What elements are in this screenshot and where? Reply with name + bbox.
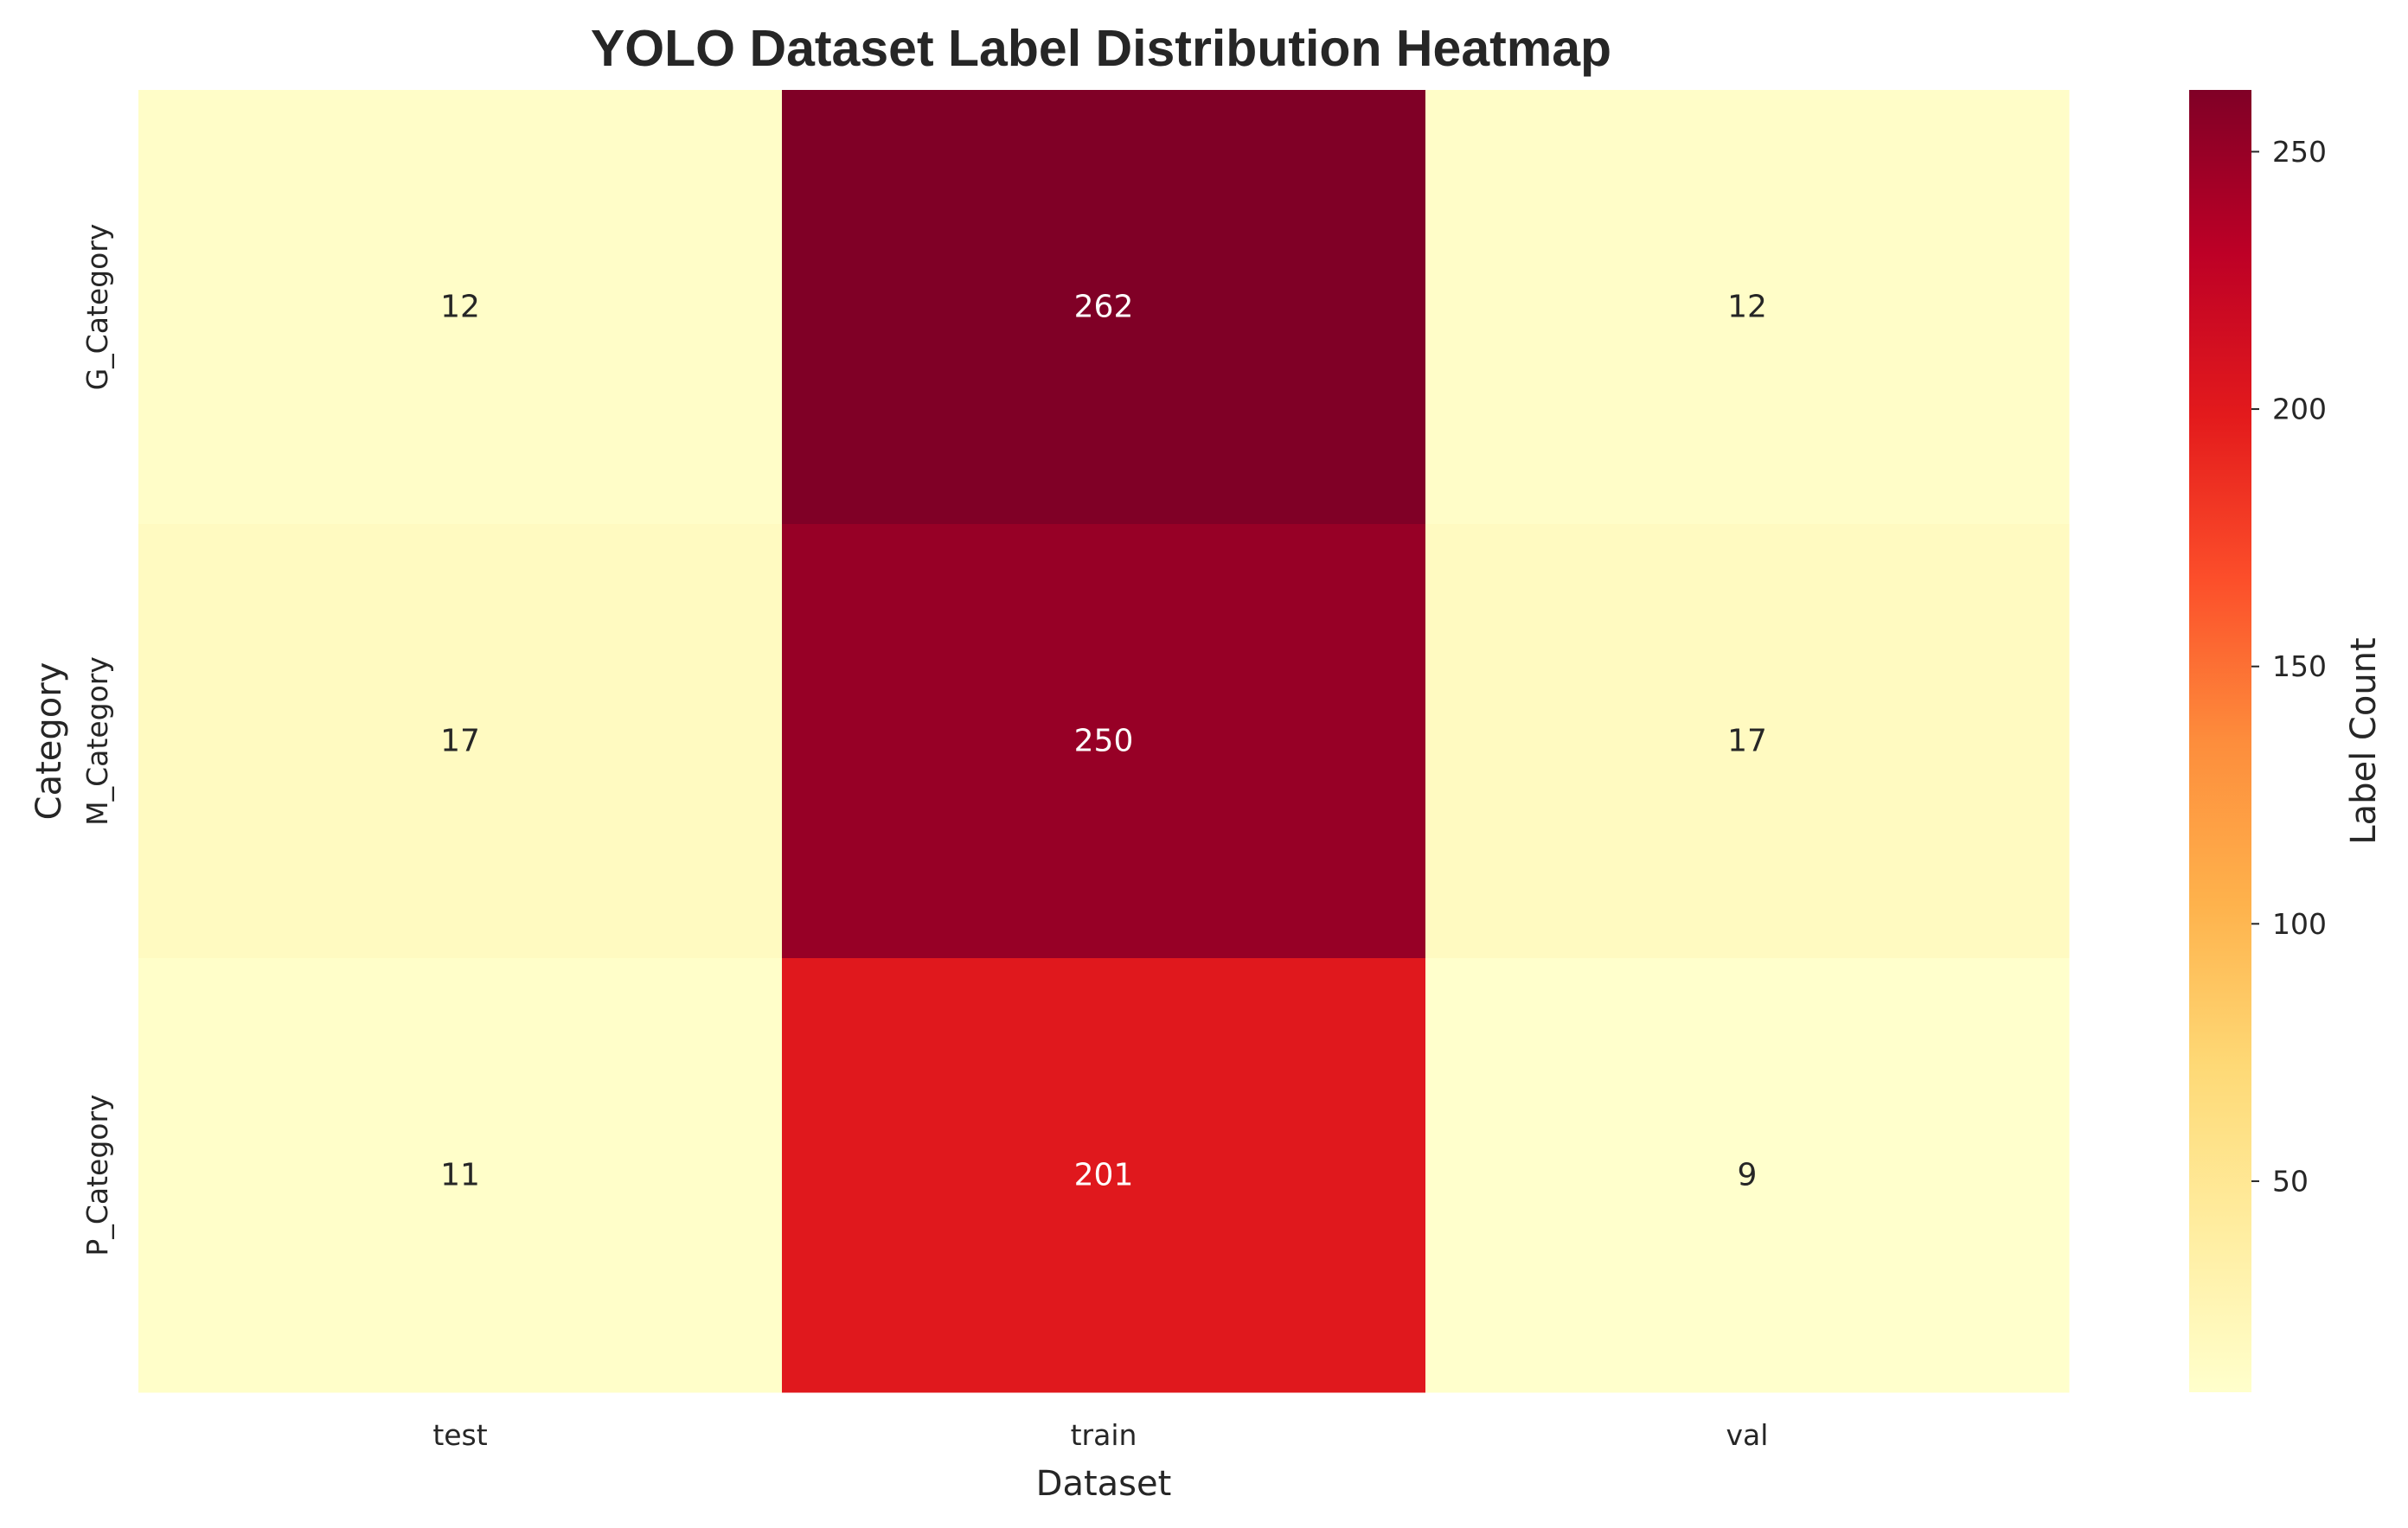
cell-value-label: 201 [1074, 1158, 1134, 1193]
heatmap-cell [1425, 90, 2070, 525]
heatmap-cell [1425, 524, 2070, 959]
colorbar-tick-label: 250 [2272, 135, 2327, 169]
colorbar-tick-label: 100 [2272, 907, 2327, 941]
colorbar-tick-label: 150 [2272, 649, 2327, 683]
x-axis-label: Dataset [1036, 1464, 1172, 1504]
cell-value-label: 262 [1074, 290, 1134, 325]
colorbar-tick-label: 50 [2272, 1164, 2309, 1198]
cell-value-label: 12 [440, 290, 480, 325]
heatmap-cell [138, 524, 783, 959]
chart-title: YOLO Dataset Label Distribution Heatmap [591, 20, 1611, 77]
y-tick-label: G_Category [80, 224, 114, 391]
heatmap-cells [138, 90, 2070, 1393]
heatmap-cell [782, 90, 1426, 525]
y-tick-labels: G_Category M_Category P_Category [80, 224, 114, 1256]
colorbar-tick-label: 200 [2272, 393, 2327, 426]
cell-value-label: 250 [1074, 724, 1134, 759]
heatmap-cell [138, 958, 783, 1393]
heatmap-cell [782, 524, 1426, 959]
colorbar-label: Label Count [2344, 637, 2384, 844]
y-tick-label: M_Category [80, 656, 114, 826]
cell-value-label: 17 [1727, 724, 1767, 759]
x-tick-label: train [1071, 1418, 1137, 1452]
colorbar-ticks: 50 100 150 200 250 [2251, 135, 2327, 1198]
cell-value-label: 12 [1727, 290, 1767, 325]
heatmap-cell [1425, 958, 2070, 1393]
x-tick-labels: test train val [432, 1418, 1768, 1452]
cell-value-labels: 12 262 12 17 250 17 11 201 9 [440, 290, 1767, 1193]
x-tick-label: val [1726, 1418, 1769, 1452]
heatmap-cell [782, 958, 1426, 1393]
colorbar [2189, 90, 2251, 1392]
heatmap-cell [138, 90, 783, 525]
y-tick-label: P_Category [80, 1094, 114, 1256]
cell-value-label: 9 [1738, 1158, 1758, 1193]
y-axis-label: Category [29, 662, 69, 821]
x-tick-label: test [432, 1418, 487, 1452]
cell-value-label: 11 [440, 1158, 480, 1193]
cell-value-label: 17 [440, 724, 480, 759]
